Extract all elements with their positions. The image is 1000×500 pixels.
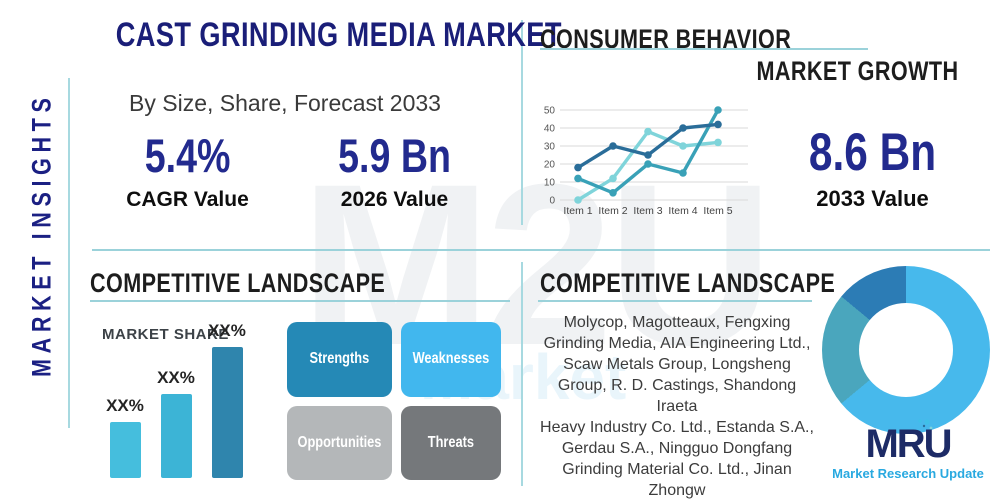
- page-title: CAST GRINDING MEDIA MARKET: [60, 16, 562, 55]
- mru-logo: MRU Market Research Update: [828, 419, 988, 481]
- consumer-behavior-heading: CONSUMER BEHAVIOR: [540, 24, 854, 55]
- market-share-label: MARKET SHARE: [102, 326, 229, 343]
- competitive-landscape-left-heading: COMPETITIVE LANDSCAPE: [90, 268, 459, 299]
- svg-text:Item 2: Item 2: [598, 205, 627, 217]
- page-title-text: CAST GRINDING MEDIA MARKET: [115, 16, 562, 54]
- donut-hole: [859, 303, 953, 397]
- company-list: Molycop, Magotteaux, Fengxing Grinding Me…: [536, 312, 818, 500]
- market-share-bar-label: XX%: [106, 396, 144, 415]
- mru-logo-text: MRU: [865, 422, 952, 466]
- bottom-center-divider: [521, 262, 523, 486]
- left-vertical-divider: [68, 78, 70, 428]
- swot-weaknesses-label: Weaknesses: [412, 350, 490, 368]
- market-insights-text: MARKET INSIGHTS: [26, 92, 57, 377]
- market-share-bar: [161, 394, 192, 478]
- swot-weaknesses-box: Weaknesses: [400, 322, 501, 397]
- swot-opportunities-label: Opportunities: [297, 433, 382, 451]
- market-insights-vertical-label: MARKET INSIGHTS: [27, 73, 58, 413]
- consumer-behavior-underline: [540, 48, 868, 50]
- svg-text:10: 10: [544, 178, 556, 189]
- market-growth-line-chart: 0 10 20 30 40 50 Item 1 Item 2 Item 3 Item 4 Item …: [544, 106, 748, 217]
- company-list-line: Heavy Industry Co. Ltd., Estanda S.A.,: [540, 419, 814, 436]
- competitive-landscape-right-text: COMPETITIVE LANDSCAPE: [540, 268, 836, 298]
- market-share-bar: [212, 347, 243, 478]
- svg-text:Item 1: Item 1: [563, 205, 592, 217]
- swot-strengths-box: Strengths: [287, 322, 392, 397]
- svg-text:Item 4: Item 4: [668, 205, 697, 217]
- swot-grid: Strengths Weaknesses Opportunities Threa…: [287, 322, 501, 480]
- market-share-bar-label: XX%: [157, 368, 195, 387]
- forecast-stat: 8.6 Bn 2033 Value: [790, 124, 955, 212]
- company-list-line: Scaw Metals Group, Longsheng: [563, 356, 791, 373]
- forecast-value-text: 8.6 Bn: [808, 123, 937, 182]
- swot-opportunities-box: Opportunities: [287, 405, 392, 480]
- svg-text:40: 40: [544, 124, 556, 135]
- company-list-line: Zhongw: [648, 482, 706, 499]
- market-growth-text: MARKET GROWTH: [756, 56, 958, 86]
- company-list-line: Gerdau S.A., Ningguo Dongfang: [561, 440, 793, 457]
- svg-text:50: 50: [544, 106, 556, 117]
- svg-text:20: 20: [544, 160, 556, 171]
- svg-text:30: 30: [544, 142, 556, 153]
- market-growth-heading: MARKET GROWTH: [658, 56, 958, 87]
- market-share-bar-label: XX%: [208, 321, 246, 340]
- consumer-behavior-text: CONSUMER BEHAVIOR: [540, 24, 792, 54]
- cagr-label: CAGR Value: [126, 188, 249, 211]
- competitive-landscape-left-text: COMPETITIVE LANDSCAPE: [90, 268, 386, 298]
- swot-threats-box: Threats: [400, 405, 501, 480]
- company-list-line: Group, R. D. Castings, Shandong Iraeta: [557, 377, 797, 415]
- company-list-line: Molycop, Magotteaux, Fengxing: [563, 314, 791, 331]
- svg-text:Item 3: Item 3: [633, 205, 662, 217]
- swot-threats-label: Threats: [427, 433, 475, 451]
- market-share-bar: [110, 422, 141, 478]
- page-subtitle: By Size, Share, Forecast 2033: [129, 90, 441, 116]
- cagr-value-text: 5.4%: [144, 129, 231, 182]
- base-year-stat: 5.9 Bn 2026 Value: [312, 128, 477, 212]
- mru-logo-tagline: Market Research Update: [832, 466, 984, 481]
- top-center-divider: [521, 20, 523, 225]
- market-share-bar-chart: XX% XX% XX%: [90, 321, 270, 480]
- competitive-landscape-right-underline: [538, 300, 812, 302]
- base-year-value: 5.9 Bn: [312, 128, 477, 184]
- base-year-label: 2026 Value: [340, 188, 449, 211]
- swot-strengths-label: Strengths: [309, 350, 370, 368]
- company-list-line: Grinding Material Co. Ltd., Jinan: [562, 461, 792, 478]
- svg-text:Item 5: Item 5: [703, 205, 732, 217]
- forecast-label: 2033 Value: [816, 186, 929, 211]
- competitive-landscape-right-heading: COMPETITIVE LANDSCAPE: [540, 268, 909, 299]
- base-year-value-text: 5.9 Bn: [338, 129, 451, 182]
- forecast-value: 8.6 Bn: [790, 124, 955, 182]
- svg-text:0: 0: [549, 196, 555, 207]
- company-list-line: Grinding Media, AIA Engineering Ltd.,: [543, 335, 811, 352]
- competitive-landscape-left-underline: [90, 300, 510, 302]
- market-share-donut-chart: [822, 266, 990, 434]
- mru-logo-splash-icon: [917, 419, 932, 430]
- cagr-value: 5.4%: [105, 128, 270, 184]
- cagr-stat: 5.4% CAGR Value: [105, 128, 270, 212]
- horizontal-divider: [92, 249, 990, 251]
